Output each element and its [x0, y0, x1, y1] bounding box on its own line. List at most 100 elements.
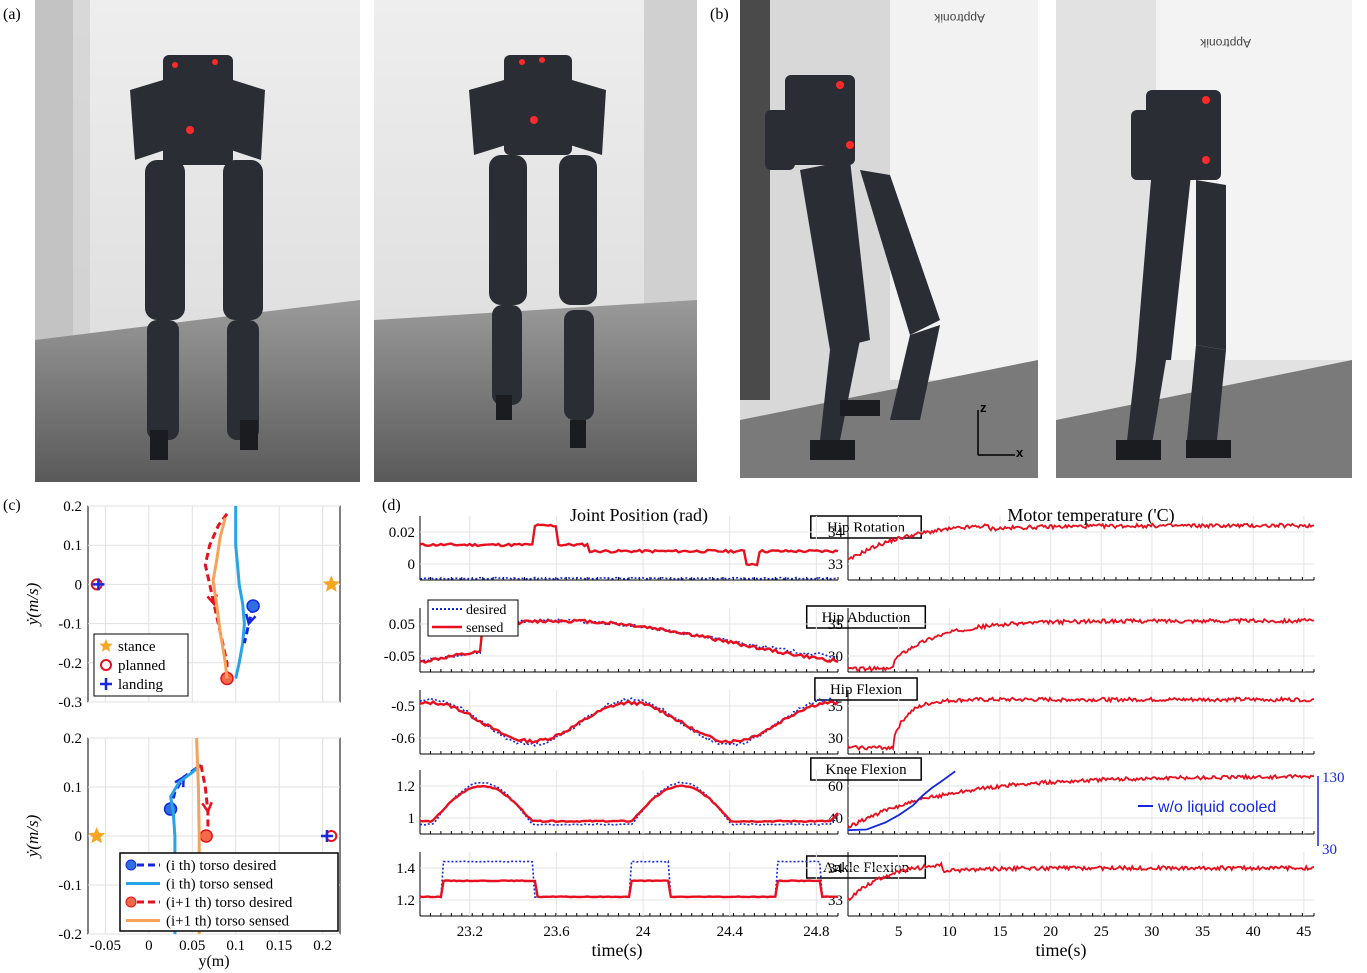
legend-label: sensed [466, 621, 503, 636]
series-line-lightblue [234, 506, 246, 679]
chart-row-5: 1.4 1.2 34 33 [396, 852, 1315, 917]
sensed-line [419, 700, 839, 745]
x-tick-label: 45 [1296, 924, 1311, 940]
robot-photo-a-right [374, 0, 697, 482]
legend-label: (i+1 th) torso desired [166, 895, 293, 911]
legend-box [427, 599, 519, 637]
y-tick-label: 34 [828, 525, 844, 541]
x-tick-label: 20 [1043, 924, 1058, 940]
y-tick-label: 60 [828, 779, 843, 795]
legend-swatch-landing [100, 678, 112, 690]
sensed-line [419, 879, 839, 899]
legend-label: (i+1 th) torso sensed [166, 914, 290, 930]
right-axis-tick: 130 [1322, 770, 1345, 786]
chart-d: Joint Position (rad) Motor temperature ('… [384, 505, 1345, 961]
chart-d-root: Joint Position (rad) Motor temperature ('… [384, 505, 1345, 961]
chart-c-bottom: 0.2 0.1 0 -0.1 -0.2 -0.05 0 0.05 0.1 0.15 0.2 y(m) ẏ… [23, 731, 341, 970]
legend-swatch-dot [125, 896, 137, 908]
legend-label: landing [118, 677, 163, 693]
x-tick-label: 24.4 [717, 924, 744, 940]
joint-name-label: Knee Flexion [825, 762, 907, 778]
x-tick-label: 30 [1144, 924, 1159, 940]
joint-name-label: Hip Flexion [830, 682, 903, 698]
panel-label-c: (c) [3, 497, 21, 514]
legend-label: planned [118, 658, 166, 674]
x-tick-label: 0.15 [266, 938, 292, 954]
x-tick-label: 24.8 [803, 924, 829, 940]
y-tick-label: -0.1 [58, 878, 82, 894]
temperature-line [847, 695, 1315, 751]
wall-sign-text-2: Apptronik [1199, 36, 1251, 50]
joint-name-box [805, 605, 927, 629]
y-tick-label: 1 [408, 811, 416, 827]
y-tick-label: -0.05 [384, 649, 415, 665]
panel-label-b: (b) [710, 6, 729, 23]
x-tick-label: 24 [636, 924, 652, 940]
legend-bottom: (i th) torso desired (i th) torso sensed (… [119, 852, 339, 932]
y-tick-label: -0.6 [391, 731, 415, 747]
stance-marker [88, 827, 106, 844]
y-tick-label: 0 [408, 557, 416, 573]
y-tick-label: 0.1 [63, 538, 82, 554]
x-tick-label: 0.1 [226, 938, 245, 954]
x-tick-label: 0.05 [179, 938, 205, 954]
y-tick-label: 0.2 [63, 499, 82, 515]
y-tick-label: 1.4 [396, 861, 415, 877]
robot-photo-b-right: Apptronik [1056, 0, 1352, 478]
landing-marker [92, 578, 105, 591]
x-tick-label: -0.05 [90, 938, 121, 954]
chart-row-1: 0.02 0 34 33 [389, 516, 1315, 581]
x-tick-label: 25 [1094, 924, 1109, 940]
desired-line [419, 697, 839, 747]
direction-arrow [201, 801, 213, 815]
x-tick-label: 15 [992, 924, 1007, 940]
chart-c-top: 0.2 0.1 0 -0.1 -0.2 -0.3 ẏ(m/s) stance planned la… [23, 499, 341, 711]
joint-name-box [810, 757, 922, 781]
joint-name-box [814, 677, 918, 701]
sensed-line [419, 784, 839, 824]
uncooled-temperature-line [847, 770, 956, 832]
x-tick-label: 10 [942, 924, 957, 940]
legend-swatch-dot [125, 859, 137, 871]
wall-sign-text: Apptronik [933, 11, 985, 25]
axis-x-label: x [1016, 445, 1024, 460]
sensed-line [419, 523, 839, 567]
legend-label: desired [466, 603, 506, 618]
y-tick-label: 1.2 [396, 893, 415, 909]
desired-line [420, 576, 839, 580]
x-tick-label: 23.6 [543, 924, 570, 940]
y-tick-label: 0.2 [63, 731, 82, 747]
x-tick-label: 35 [1195, 924, 1210, 940]
y-tick-label: -0.5 [391, 699, 415, 715]
x-tick-label: 0 [145, 938, 153, 954]
landing-marker [320, 830, 333, 842]
axis-z-label: z [980, 400, 987, 415]
robot-photo-a-left [35, 0, 360, 482]
series-start-marker [199, 829, 213, 843]
y-tick-label: 33 [828, 893, 843, 909]
temp-chart-title: Motor temperature ('C) [1007, 505, 1174, 526]
x-tick-label: 5 [895, 924, 903, 940]
y-tick-label: -0.2 [58, 656, 82, 672]
y-tick-label: 0.05 [389, 617, 415, 633]
joint-name-label: Hip Abduction [822, 610, 911, 626]
panel-label-d: (d) [382, 497, 401, 514]
x-tick-label: 40 [1246, 924, 1261, 940]
y-tick-label: 33 [828, 557, 843, 573]
right-axis-tick: 30 [1322, 842, 1337, 858]
series-start-marker [246, 599, 260, 613]
y-tick-label: 0.1 [63, 780, 82, 796]
robot-photo-b-left: Apptronik z x [740, 0, 1038, 478]
y-tick-label: -0.1 [58, 617, 82, 633]
temperature-line [847, 522, 1315, 561]
temperature-line [847, 773, 1315, 829]
y-tick-label: 30 [828, 731, 843, 747]
legend-label: (i th) torso sensed [166, 877, 274, 893]
y-axis-label: ẏ(m/s) [23, 582, 42, 627]
legend-swatch-planned [100, 659, 112, 671]
temperature-line [847, 861, 1315, 902]
stance-marker [322, 575, 340, 592]
legend-label: (i th) torso desired [166, 858, 277, 874]
y-tick-label: 34 [828, 861, 844, 877]
